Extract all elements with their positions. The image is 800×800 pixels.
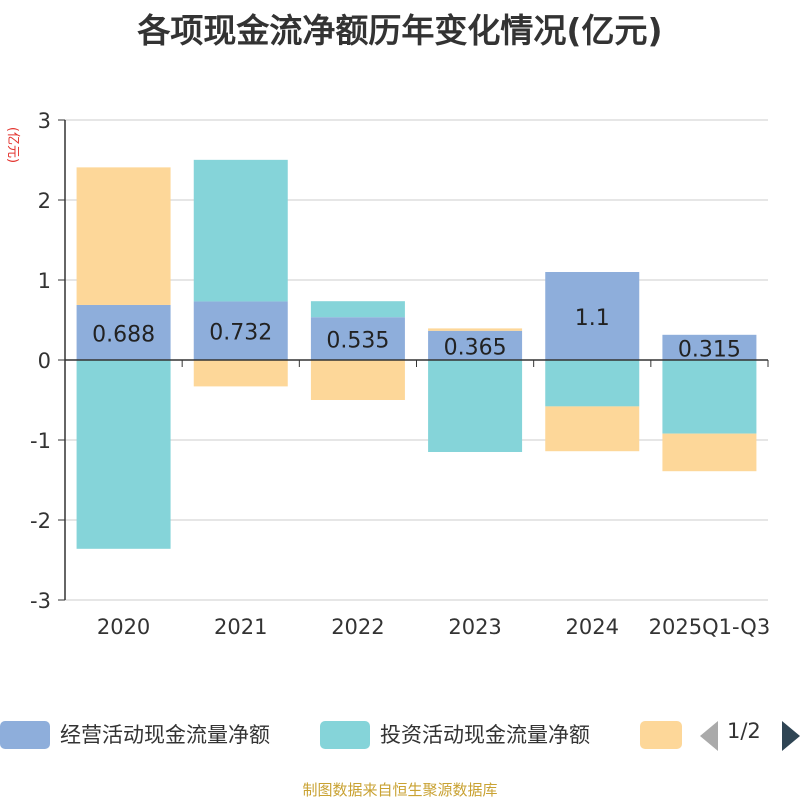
x-tick-label-2023: 2023 [448,615,501,639]
bar-label-2024: 1.1 [575,306,610,331]
bar-2023-series-0 [428,330,523,360]
bar-2021-series-1 [193,159,288,302]
legend-swatch-investing [320,721,370,749]
bar-label-2020: 0.688 [92,322,155,347]
source-note: 制图数据来自恒生聚源数据库 [302,781,498,799]
axes: 3 2 1 0 -1 -2 -3 2020 2021 2022 2023 2024 2025Q1-Q3 [30,109,770,639]
legend-page-indicator: 1/2 [727,719,761,743]
bar-2021-series-0 [193,301,288,360]
bar-2020-series-0 [76,304,171,360]
bar-label-2022: 0.535 [326,329,389,354]
bar-2024-series-2 [545,406,640,452]
bar-2022-series-2 [310,360,405,400]
bar-2020-series-2 [76,167,171,305]
legend-next-page-icon[interactable] [782,721,800,751]
legend-prev-page-icon[interactable] [700,721,718,751]
chart-title: 各项现金流净额历年变化情况(亿元) [137,11,663,50]
bar-2020-series-1 [76,360,171,549]
legend-label-operating: 经营活动现金流量净额 [60,723,270,747]
legend: 经营活动现金流量净额 投资活动现金流量净额 1/2 [0,716,800,756]
x-tick-label-2021: 2021 [214,615,267,639]
bar-label-2025Q1-Q3: 0.315 [678,337,741,362]
bar-2024-series-0 [545,272,640,360]
y-axis-label: (亿元) [5,127,20,163]
bar-2021-series-2 [193,360,288,387]
x-tick-label-2022: 2022 [331,615,384,639]
bar-2025Q1-Q3-series-1 [662,360,757,434]
bar-2025Q1-Q3-series-0 [662,334,757,360]
y-tick-label: 3 [38,109,51,133]
bar-2022-series-0 [310,317,405,360]
bar-2024-series-1 [545,360,640,407]
legend-swatch-financing [640,721,682,749]
bar-labels: 0.688 0.732 0.535 0.365 1.1 0.315 [92,306,741,362]
y-tick-label: 0 [38,349,51,373]
y-tick-label: -3 [30,589,51,613]
x-tick-label-2020: 2020 [97,615,150,639]
y-tick-label: -2 [30,509,51,533]
bar-2023-series-2 [428,328,523,331]
y-tick-label: 2 [38,189,51,213]
bar-2022-series-1 [310,301,405,318]
x-tick-label-2025Q1-Q3: 2025Q1-Q3 [649,615,771,639]
legend-swatch-operating [0,721,50,749]
bar-2025Q1-Q3-series-2 [662,433,757,472]
y-tick-label: -1 [30,429,51,453]
bars [76,159,757,549]
gridlines [65,119,768,601]
bar-label-2023: 0.365 [444,335,507,360]
bar-2023-series-1 [428,360,523,452]
y-tick-label: 1 [38,269,51,293]
bar-label-2021: 0.732 [209,321,272,346]
legend-label-investing: 投资活动现金流量净额 [380,723,590,747]
x-tick-label-2024: 2024 [566,615,619,639]
